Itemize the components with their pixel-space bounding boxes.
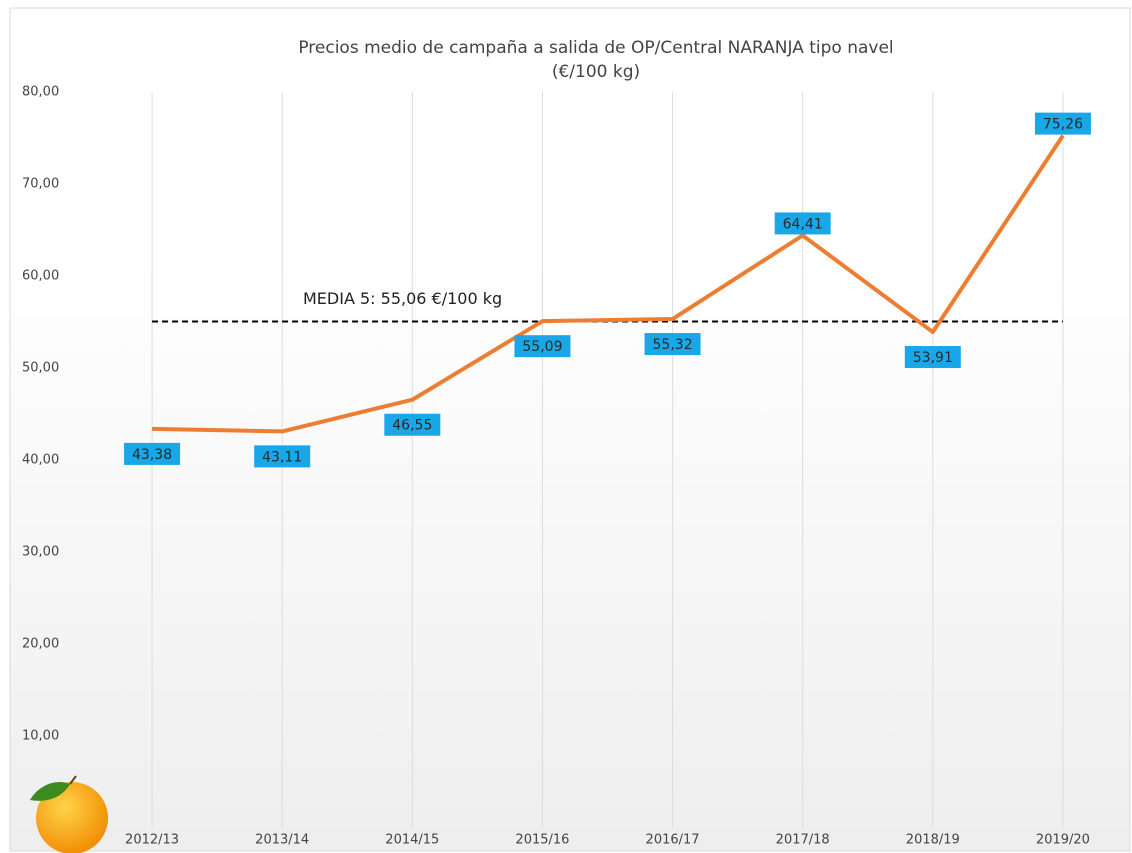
y-tick-label: 40,00 bbox=[22, 453, 59, 468]
data-label: 43,11 bbox=[262, 449, 302, 465]
y-tick-label: 60,00 bbox=[22, 269, 59, 284]
y-tick-label: 50,00 bbox=[22, 361, 59, 376]
line-series bbox=[152, 134, 1065, 434]
data-label-box bbox=[254, 445, 311, 468]
data-label: 64,41 bbox=[783, 216, 823, 232]
data-label: 46,55 bbox=[392, 418, 432, 434]
data-label-box bbox=[384, 413, 441, 436]
data-label: 53,91 bbox=[913, 350, 953, 366]
mean-label: MEDIA 5: 55,06 €/100 kg bbox=[303, 289, 502, 308]
chart-title: Precios medio de campaña a salida de OP/… bbox=[298, 38, 893, 58]
x-tick-label: 2015/16 bbox=[515, 833, 569, 848]
data-label-box bbox=[644, 333, 701, 356]
x-tick-label: 2017/18 bbox=[776, 833, 830, 848]
y-tick-label: 20,00 bbox=[22, 637, 59, 652]
data-label: 55,09 bbox=[522, 339, 562, 355]
orange-icon bbox=[30, 775, 108, 853]
x-tick-label: 2016/17 bbox=[646, 833, 700, 848]
x-tick-label: 2014/15 bbox=[385, 833, 439, 848]
x-tick-label: 2012/13 bbox=[125, 833, 179, 848]
y-tick-label: 80,00 bbox=[22, 85, 59, 100]
data-label-box bbox=[1034, 112, 1091, 135]
y-tick-label: 10,00 bbox=[22, 729, 59, 744]
data-label: 43,38 bbox=[132, 447, 172, 463]
data-label: 55,32 bbox=[653, 337, 693, 353]
y-tick-label: 70,00 bbox=[22, 177, 59, 192]
x-tick-label: 2018/19 bbox=[906, 833, 960, 848]
x-tick-label: 2019/20 bbox=[1036, 833, 1090, 848]
data-label-box bbox=[124, 442, 181, 465]
y-tick-label: 30,00 bbox=[22, 545, 59, 560]
chart-subtitle: (€/100 kg) bbox=[552, 62, 640, 82]
data-label-box bbox=[514, 335, 571, 358]
data-label-box bbox=[774, 212, 831, 235]
x-tick-label: 2013/14 bbox=[255, 833, 309, 848]
data-label-box bbox=[904, 346, 961, 369]
data-label: 75,26 bbox=[1043, 117, 1083, 133]
